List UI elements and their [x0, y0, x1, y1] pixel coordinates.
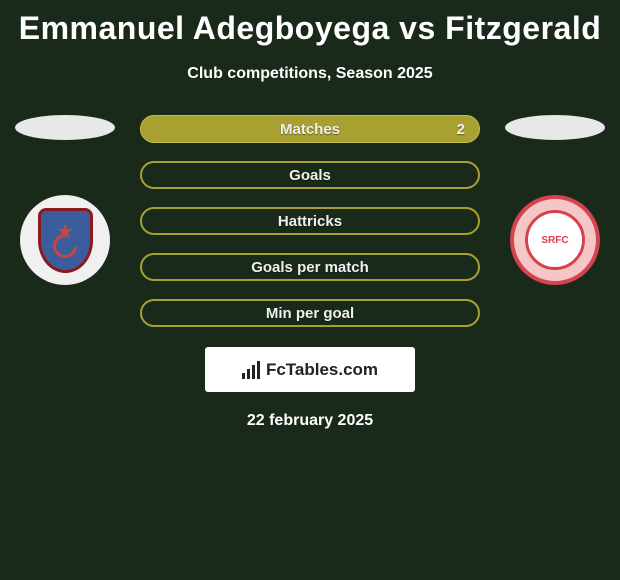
stat-row-goals-per-match: Goals per match	[140, 253, 480, 281]
page-subtitle: Club competitions, Season 2025	[0, 65, 620, 83]
stat-row-min-per-goal: Min per goal	[140, 299, 480, 327]
stats-list: Matches 2 Goals Hattricks Goals per matc…	[140, 115, 480, 327]
stat-value-right: 2	[457, 121, 465, 138]
stat-label: Matches	[280, 121, 340, 138]
player-right-photo	[505, 115, 605, 140]
stat-row-goals: Goals	[140, 161, 480, 189]
branding-badge: FcTables.com	[205, 347, 415, 392]
club-badge-right: SRFC	[510, 195, 600, 285]
stat-label: Hattricks	[278, 213, 342, 230]
player-left-column: ★	[10, 115, 120, 285]
crescent-icon	[48, 229, 82, 263]
stat-label: Goals per match	[251, 259, 369, 276]
player-left-photo	[15, 115, 115, 140]
shield-icon: ★	[38, 208, 93, 273]
branding-text: FcTables.com	[266, 360, 378, 380]
player-right-column: SRFC	[500, 115, 610, 285]
stat-row-hattricks: Hattricks	[140, 207, 480, 235]
club-badge-left: ★	[20, 195, 110, 285]
stat-label: Goals	[289, 167, 331, 184]
stat-label: Min per goal	[266, 305, 354, 322]
page-title: Emmanuel Adegboyega vs Fitzgerald	[0, 0, 620, 47]
club-badge-right-text: SRFC	[525, 210, 585, 270]
comparison-panel: ★ Matches 2 Goals Hattricks Goals per ma…	[0, 115, 620, 327]
date-label: 22 february 2025	[0, 412, 620, 430]
chart-bars-icon	[242, 361, 260, 379]
stat-row-matches: Matches 2	[140, 115, 480, 143]
